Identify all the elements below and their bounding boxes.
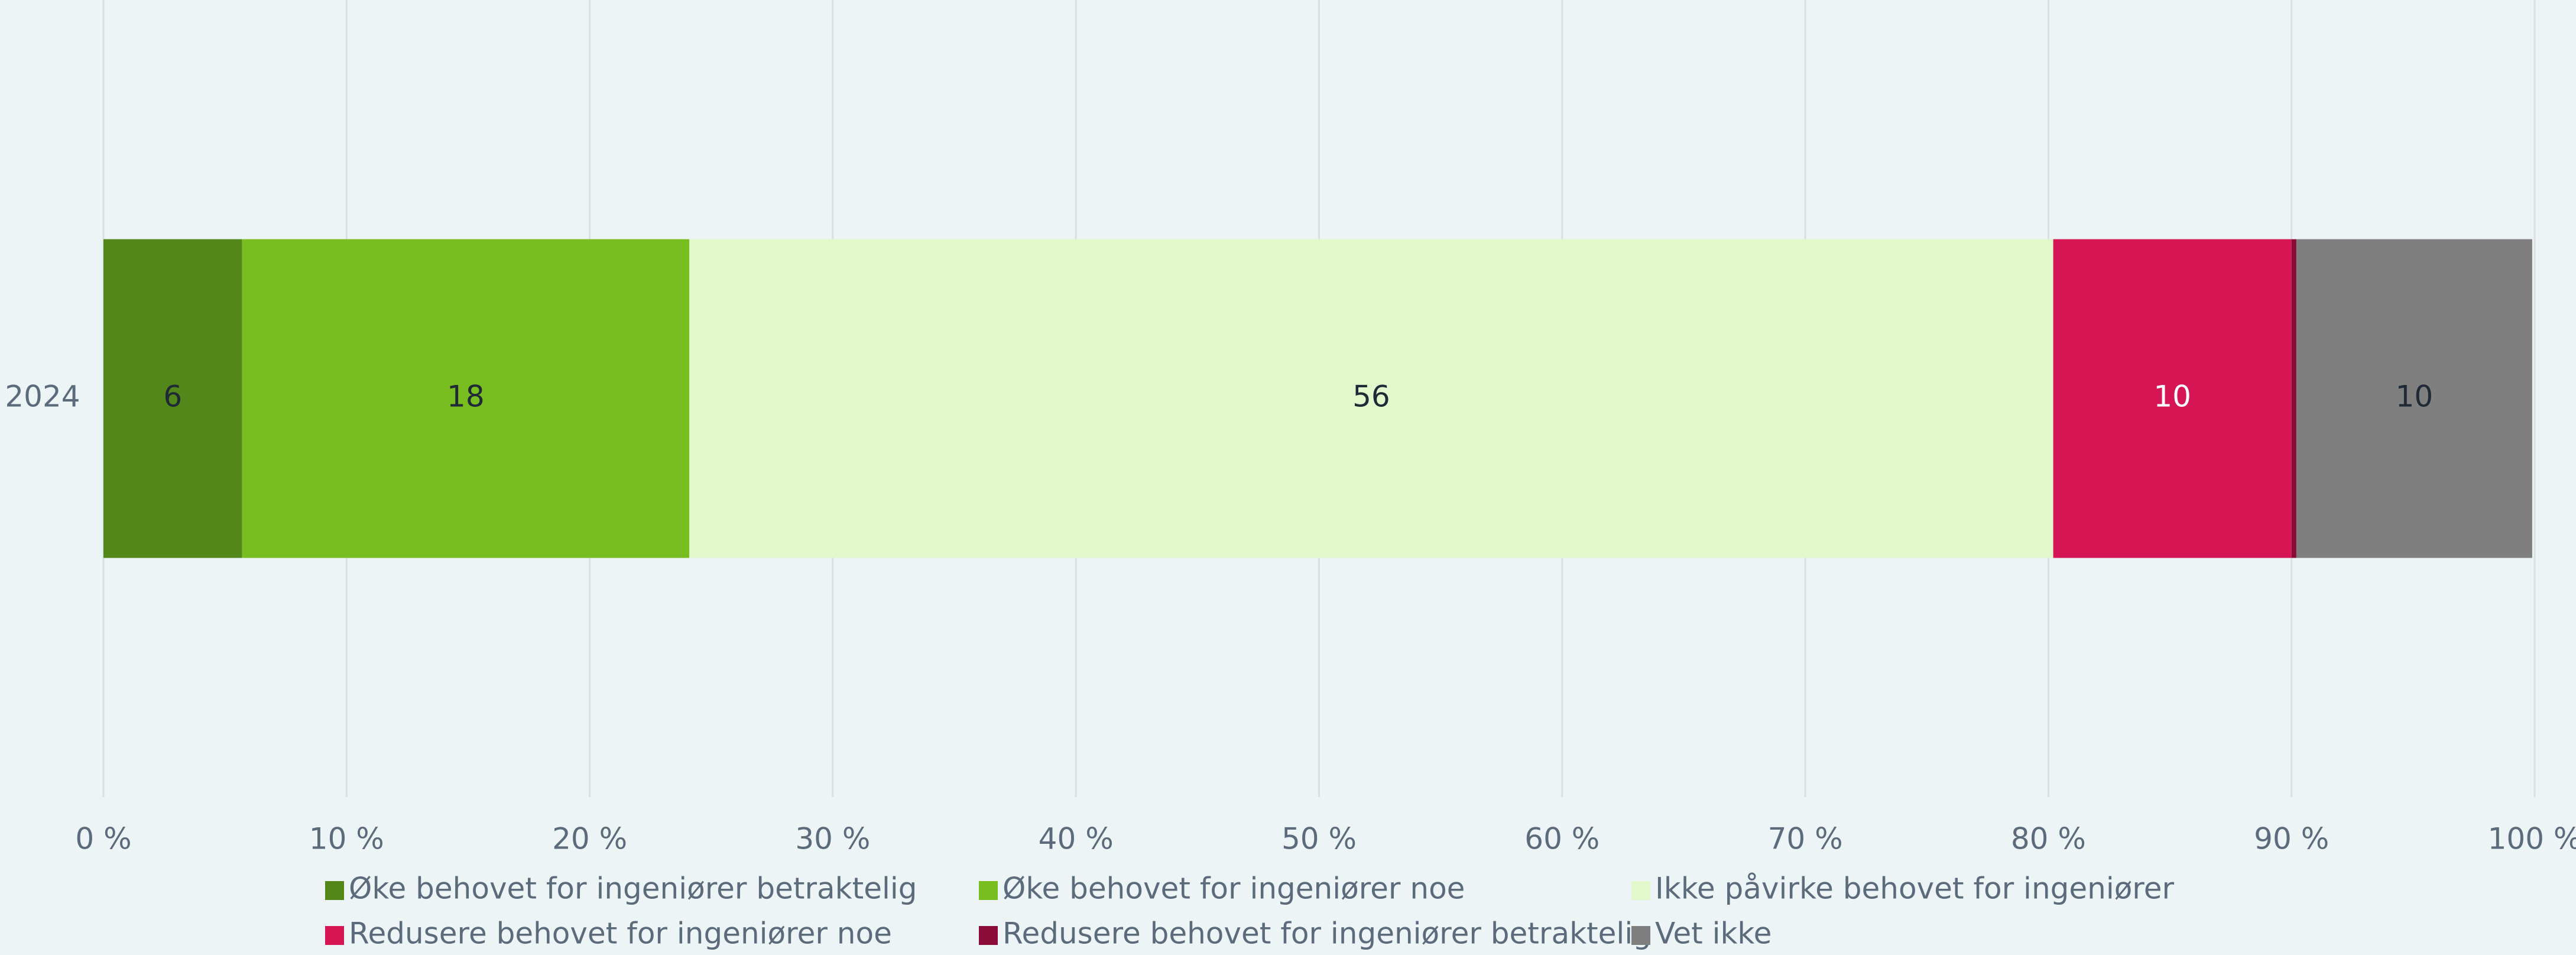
x-tick-label: 20 % — [552, 822, 627, 856]
x-tick-label: 0 % — [75, 822, 131, 856]
legend-swatch — [1631, 926, 1650, 945]
x-tick-label: 40 % — [1039, 822, 1114, 856]
legend-label: Ikke påvirke behovet for ingeniører — [1655, 872, 2175, 906]
bar-segment — [2053, 239, 2292, 558]
x-tick-label: 90 % — [2254, 822, 2329, 856]
x-tick-label: 60 % — [1524, 822, 1600, 856]
data-label: 10 — [2396, 380, 2434, 414]
x-tick-label: 70 % — [1768, 822, 1843, 856]
data-label: 10 — [2153, 380, 2191, 414]
x-tick-label: 10 % — [309, 822, 384, 856]
legend-swatch — [1631, 881, 1650, 900]
legend-label: Øke behovet for ingeniører noe — [1003, 872, 1465, 906]
legend-swatch — [979, 881, 998, 900]
legend-label: Redusere behovet for ingeniører noe — [349, 917, 892, 951]
bar-segment — [103, 239, 242, 558]
x-tick-label: 50 % — [1281, 822, 1357, 856]
y-tick-label: 2024 — [5, 380, 80, 414]
x-tick-label: 80 % — [2011, 822, 2086, 856]
bar-segment — [2291, 239, 2296, 558]
legend-swatch — [325, 926, 344, 945]
x-tick-label: 100 % — [2488, 822, 2576, 856]
bar-segment — [2296, 239, 2532, 558]
legend-label: Vet ikke — [1655, 917, 1772, 951]
legend-swatch — [979, 926, 998, 945]
bar-segment — [689, 239, 2053, 558]
legend-swatch — [325, 881, 344, 900]
bar-segment — [242, 239, 690, 558]
data-label: 18 — [447, 380, 485, 414]
data-label: 6 — [163, 380, 182, 414]
legend-label: Øke behovet for ingeniører betraktelig — [349, 872, 917, 906]
x-tick-label: 30 % — [795, 822, 870, 856]
data-label: 56 — [1352, 380, 1390, 414]
legend-label: Redusere behovet for ingeniører betrakte… — [1003, 917, 1652, 951]
